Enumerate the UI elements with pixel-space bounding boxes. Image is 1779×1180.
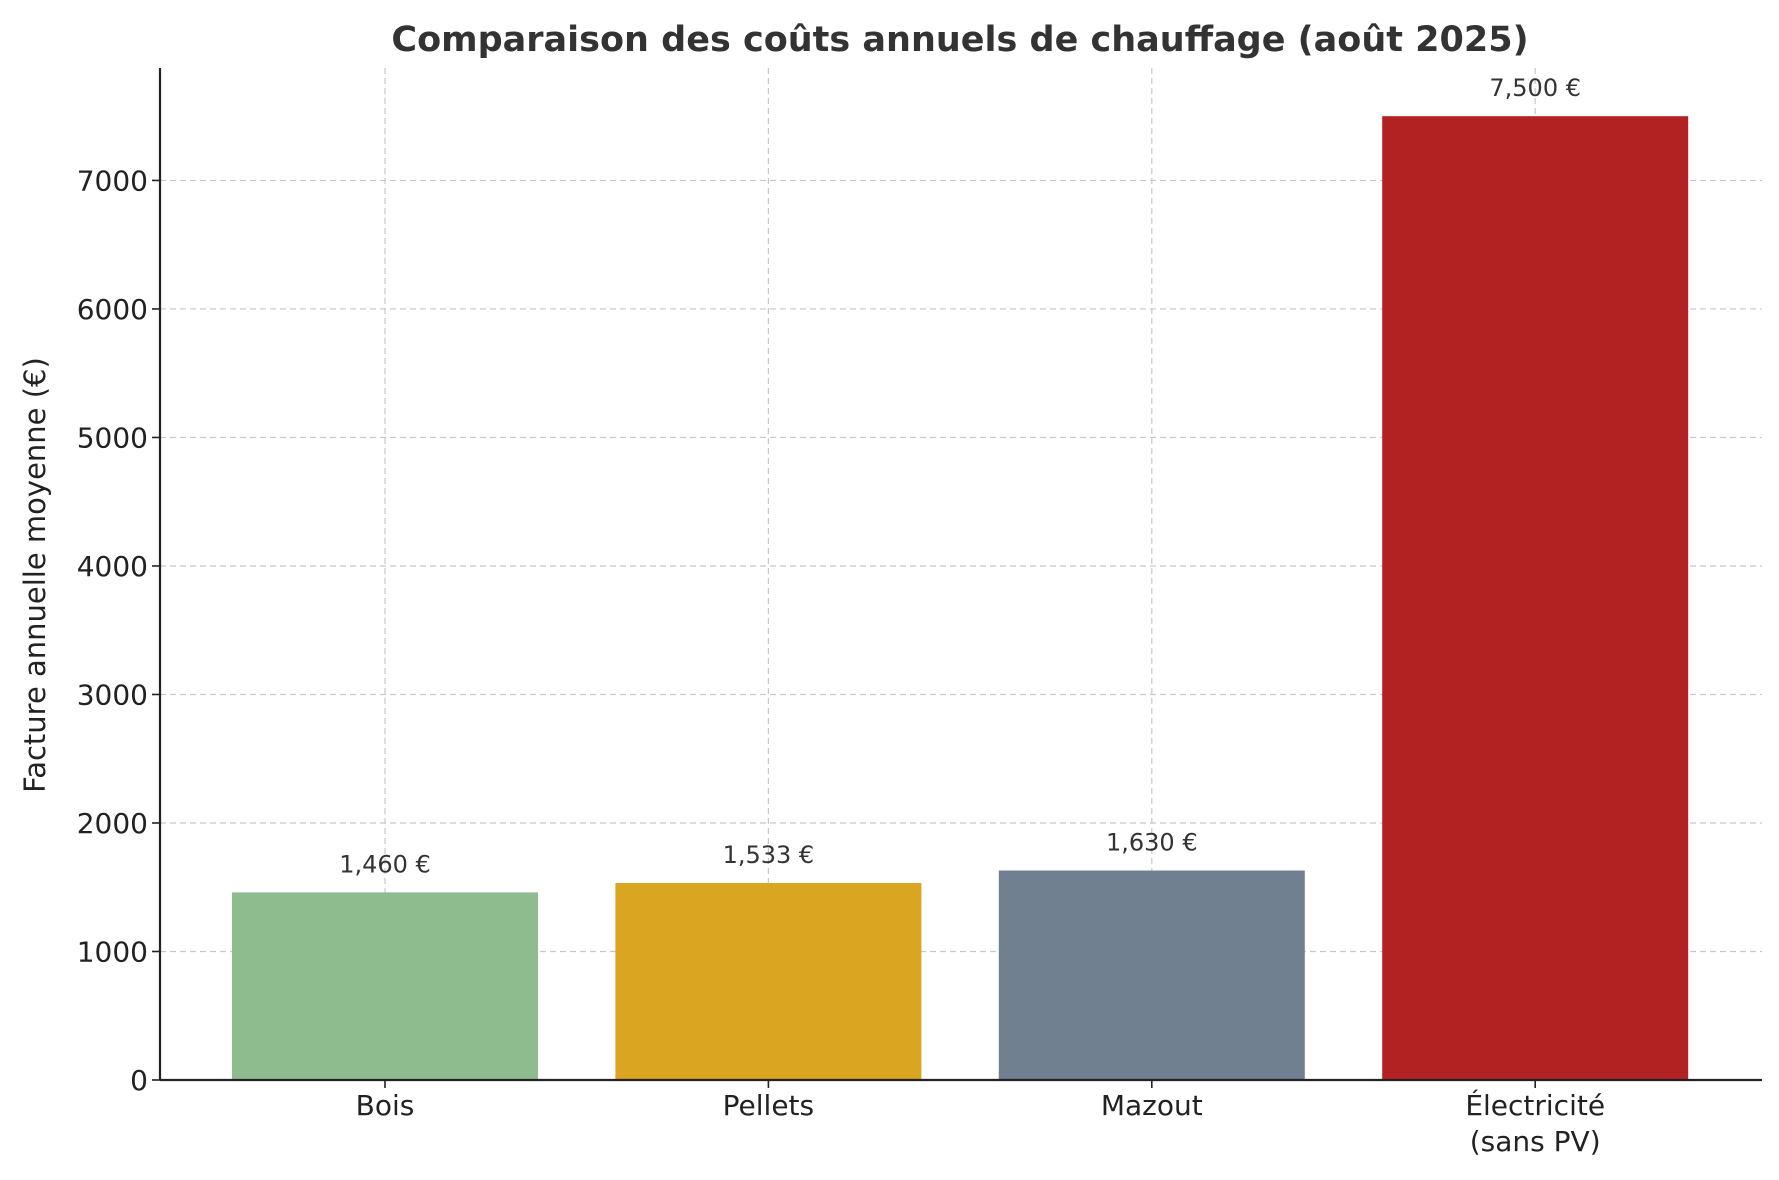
x-tick-label: Électricité (sans PV)	[1465, 1088, 1605, 1158]
bar	[998, 870, 1305, 1080]
bars	[232, 116, 1689, 1080]
bar	[615, 882, 922, 1080]
bar	[232, 892, 538, 1080]
y-tick-label: 3000	[77, 678, 148, 711]
y-tick-label: 6000	[77, 293, 148, 326]
y-tick-label: 0	[130, 1064, 148, 1097]
y-tick-label: 1000	[77, 935, 148, 968]
bar-value-label: 7,500 €	[1489, 74, 1581, 102]
y-tick-label: 4000	[77, 550, 148, 583]
y-axis-label: Facture annuelle moyenne (€)	[18, 357, 52, 793]
bar-value-label: 1,460 €	[339, 850, 431, 878]
chart-title: Comparaison des coûts annuels de chauffa…	[391, 20, 1528, 60]
x-tick-label: Pellets	[723, 1089, 814, 1122]
bar	[1382, 116, 1689, 1080]
bar-value-label: 1,630 €	[1106, 829, 1198, 857]
y-tick-label: 5000	[77, 421, 148, 454]
bar-value-label: 1,533 €	[723, 841, 815, 869]
y-tick-label: 7000	[77, 164, 148, 197]
axes	[152, 68, 1762, 1088]
y-tick-label: 2000	[77, 807, 148, 840]
x-tick-label: Mazout	[1101, 1089, 1203, 1122]
x-tick-label: Bois	[356, 1089, 415, 1122]
labels: 0 1000 2000 3000 4000 5000 6000 7000 1,460 € Bois…	[77, 74, 1605, 1158]
